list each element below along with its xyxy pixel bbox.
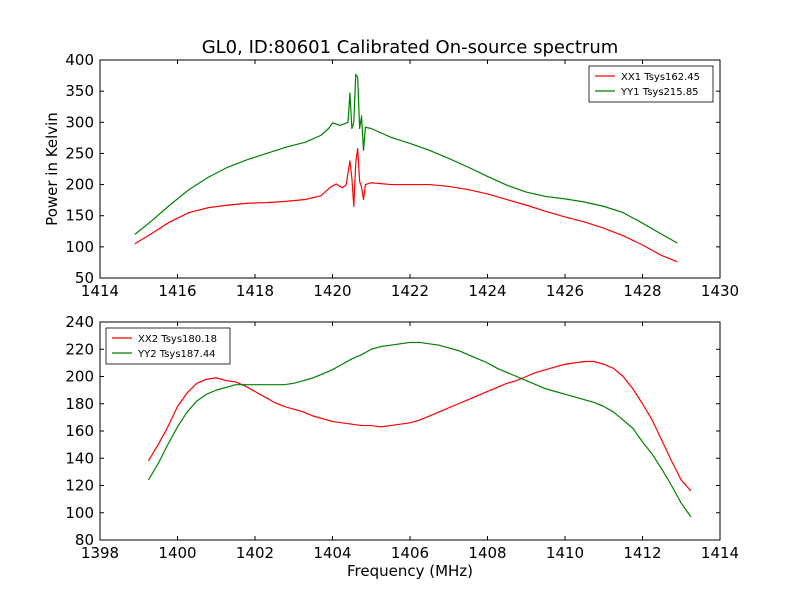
legend-label-2: YY1 Tsys215.85 — [620, 87, 699, 98]
y-tick-label: 200 — [65, 176, 94, 194]
y-tick-label: 300 — [65, 113, 94, 131]
y-tick-label: 120 — [65, 477, 94, 495]
legend-label-1: XX2 Tsys180.18 — [138, 334, 217, 345]
x-tick-label: 1404 — [313, 544, 351, 562]
x-tick-label: 1410 — [546, 544, 584, 562]
x-tick-label: 1408 — [468, 544, 506, 562]
chart-title: GL0, ID:80601 Calibrated On-source spect… — [202, 37, 619, 58]
top-spectrum-panel: 1414 1416 1418 1420 1422 1424 1426 1428 1430 50 10… — [43, 37, 739, 300]
bottom-spectrum-panel: 1398 1400 1402 1404 1406 1408 1410 1412 1414 80 10… — [65, 313, 739, 580]
x-tick-label: 1418 — [236, 282, 274, 300]
y-tick-label: 180 — [65, 395, 94, 413]
x-tick-label: 1422 — [391, 282, 429, 300]
y-tick-label: 240 — [65, 313, 94, 331]
x-tick-label: 1414 — [701, 544, 739, 562]
y-tick-label: 160 — [65, 422, 94, 440]
y-tick-label: 200 — [65, 368, 94, 386]
legend-label-2: YY2 Tsys187.44 — [137, 349, 216, 360]
y-tick-label: 350 — [65, 82, 94, 100]
legend-label-1: XX1 Tsys162.45 — [621, 72, 700, 83]
x-tick-label: 1424 — [468, 282, 506, 300]
y-tick-label: 220 — [65, 340, 94, 358]
y-tick-label: 250 — [65, 144, 94, 162]
y-tick-label: 50 — [75, 269, 94, 287]
series-line-2 — [147, 341, 692, 518]
y-tick-label: 400 — [65, 51, 94, 69]
y-tick-label: 80 — [75, 531, 94, 549]
x-tick-label: 1426 — [546, 282, 584, 300]
y-tick-label: 100 — [65, 504, 94, 522]
series-line-1 — [134, 147, 678, 263]
series-line-2 — [134, 73, 678, 244]
x-tick-label: 1406 — [391, 544, 429, 562]
legend-box — [588, 65, 714, 103]
series-line-1 — [147, 360, 692, 492]
x-tick-label: 1402 — [236, 544, 274, 562]
x-tick-label: 1430 — [701, 282, 739, 300]
x-tick-label: 1400 — [158, 544, 196, 562]
y-tick-label: 100 — [65, 238, 94, 256]
x-tick-label: 1416 — [158, 282, 196, 300]
y-tick-label: 150 — [65, 207, 94, 225]
legend-box — [105, 327, 231, 365]
x-tick-label: 1428 — [623, 282, 661, 300]
x-tick-label: 1414 — [81, 282, 119, 300]
x-tick-label: 1398 — [81, 544, 119, 562]
y-axis-label: Power in Kelvin — [43, 112, 61, 226]
y-tick-label: 140 — [65, 449, 94, 467]
x-axis-label: Frequency (MHz) — [347, 562, 473, 580]
x-tick-label: 1420 — [313, 282, 351, 300]
x-tick-label: 1412 — [623, 544, 661, 562]
